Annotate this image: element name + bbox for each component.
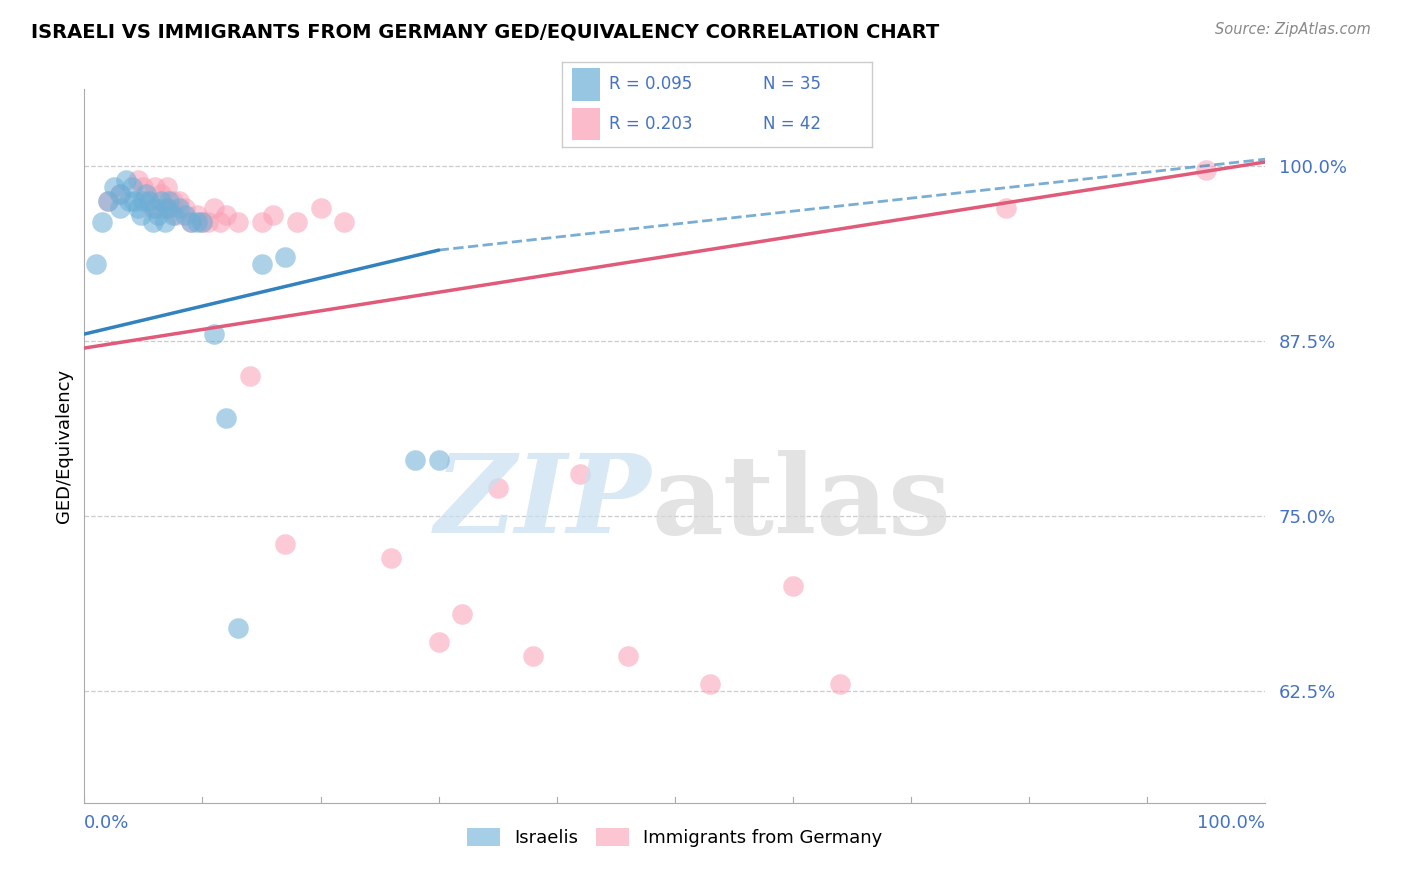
Point: [782, 579, 804, 593]
Point: [994, 201, 1017, 215]
Point: [239, 369, 262, 384]
Point: [180, 215, 202, 229]
Text: R = 0.203: R = 0.203: [609, 115, 692, 133]
Text: N = 35: N = 35: [763, 76, 821, 94]
Point: [285, 215, 308, 229]
Point: [138, 194, 160, 208]
Point: [118, 194, 141, 208]
Point: [191, 215, 214, 229]
Point: [380, 550, 402, 565]
Point: [226, 215, 249, 229]
Point: [404, 453, 426, 467]
Point: [153, 201, 176, 215]
Point: [197, 215, 219, 229]
Point: [262, 208, 284, 222]
Point: [138, 194, 160, 208]
Point: [157, 194, 180, 208]
Text: ZIP: ZIP: [434, 450, 651, 557]
Point: [108, 187, 131, 202]
Point: [616, 648, 638, 663]
Point: [274, 250, 297, 264]
Y-axis label: GED/Equivalency: GED/Equivalency: [55, 369, 73, 523]
Legend: Israelis, Immigrants from Germany: Israelis, Immigrants from Germany: [467, 828, 883, 847]
Point: [274, 537, 297, 551]
FancyBboxPatch shape: [572, 108, 599, 140]
Point: [157, 201, 180, 215]
Point: [108, 187, 131, 202]
Point: [122, 194, 145, 208]
Point: [142, 215, 165, 229]
FancyBboxPatch shape: [572, 69, 599, 101]
Point: [167, 194, 190, 208]
Point: [143, 180, 166, 194]
Point: [451, 607, 474, 621]
Point: [135, 187, 157, 202]
Point: [215, 208, 238, 222]
Point: [91, 215, 114, 229]
Text: Source: ZipAtlas.com: Source: ZipAtlas.com: [1215, 22, 1371, 37]
Point: [156, 201, 179, 215]
Point: [143, 201, 166, 215]
Point: [427, 453, 450, 467]
Point: [121, 180, 143, 194]
Point: [186, 208, 208, 222]
Point: [250, 215, 273, 229]
Point: [180, 215, 202, 229]
Point: [166, 208, 188, 222]
Text: 0.0%: 0.0%: [84, 814, 129, 832]
Text: N = 42: N = 42: [763, 115, 821, 133]
Point: [127, 201, 149, 215]
Text: ISRAELI VS IMMIGRANTS FROM GERMANY GED/EQUIVALENCY CORRELATION CHART: ISRAELI VS IMMIGRANTS FROM GERMANY GED/E…: [31, 22, 939, 41]
Point: [153, 215, 176, 229]
Text: R = 0.095: R = 0.095: [609, 76, 692, 94]
Point: [202, 201, 225, 215]
Point: [191, 215, 214, 229]
Point: [1195, 163, 1218, 178]
Point: [167, 201, 190, 215]
Point: [146, 208, 169, 222]
Point: [129, 208, 152, 222]
Point: [215, 411, 238, 425]
Point: [97, 194, 120, 208]
Point: [173, 201, 195, 215]
Point: [173, 208, 195, 222]
Point: [186, 215, 208, 229]
Point: [209, 215, 232, 229]
Point: [84, 257, 107, 271]
Point: [486, 481, 509, 495]
Point: [830, 677, 852, 691]
Text: atlas: atlas: [651, 450, 950, 557]
Point: [108, 201, 131, 215]
Point: [522, 648, 544, 663]
Point: [427, 635, 450, 649]
Point: [103, 180, 125, 194]
Point: [142, 201, 165, 215]
Point: [569, 467, 592, 481]
Point: [156, 180, 179, 194]
Point: [150, 194, 173, 208]
Point: [132, 194, 155, 208]
Point: [127, 173, 149, 187]
Point: [309, 201, 332, 215]
Point: [202, 327, 225, 342]
Point: [699, 677, 721, 691]
Point: [162, 208, 184, 222]
Text: 100.0%: 100.0%: [1198, 814, 1265, 832]
Point: [333, 215, 356, 229]
Point: [150, 187, 173, 202]
Point: [162, 194, 184, 208]
Point: [114, 173, 136, 187]
Point: [132, 180, 155, 194]
Point: [97, 194, 120, 208]
Point: [250, 257, 273, 271]
Point: [226, 621, 249, 635]
